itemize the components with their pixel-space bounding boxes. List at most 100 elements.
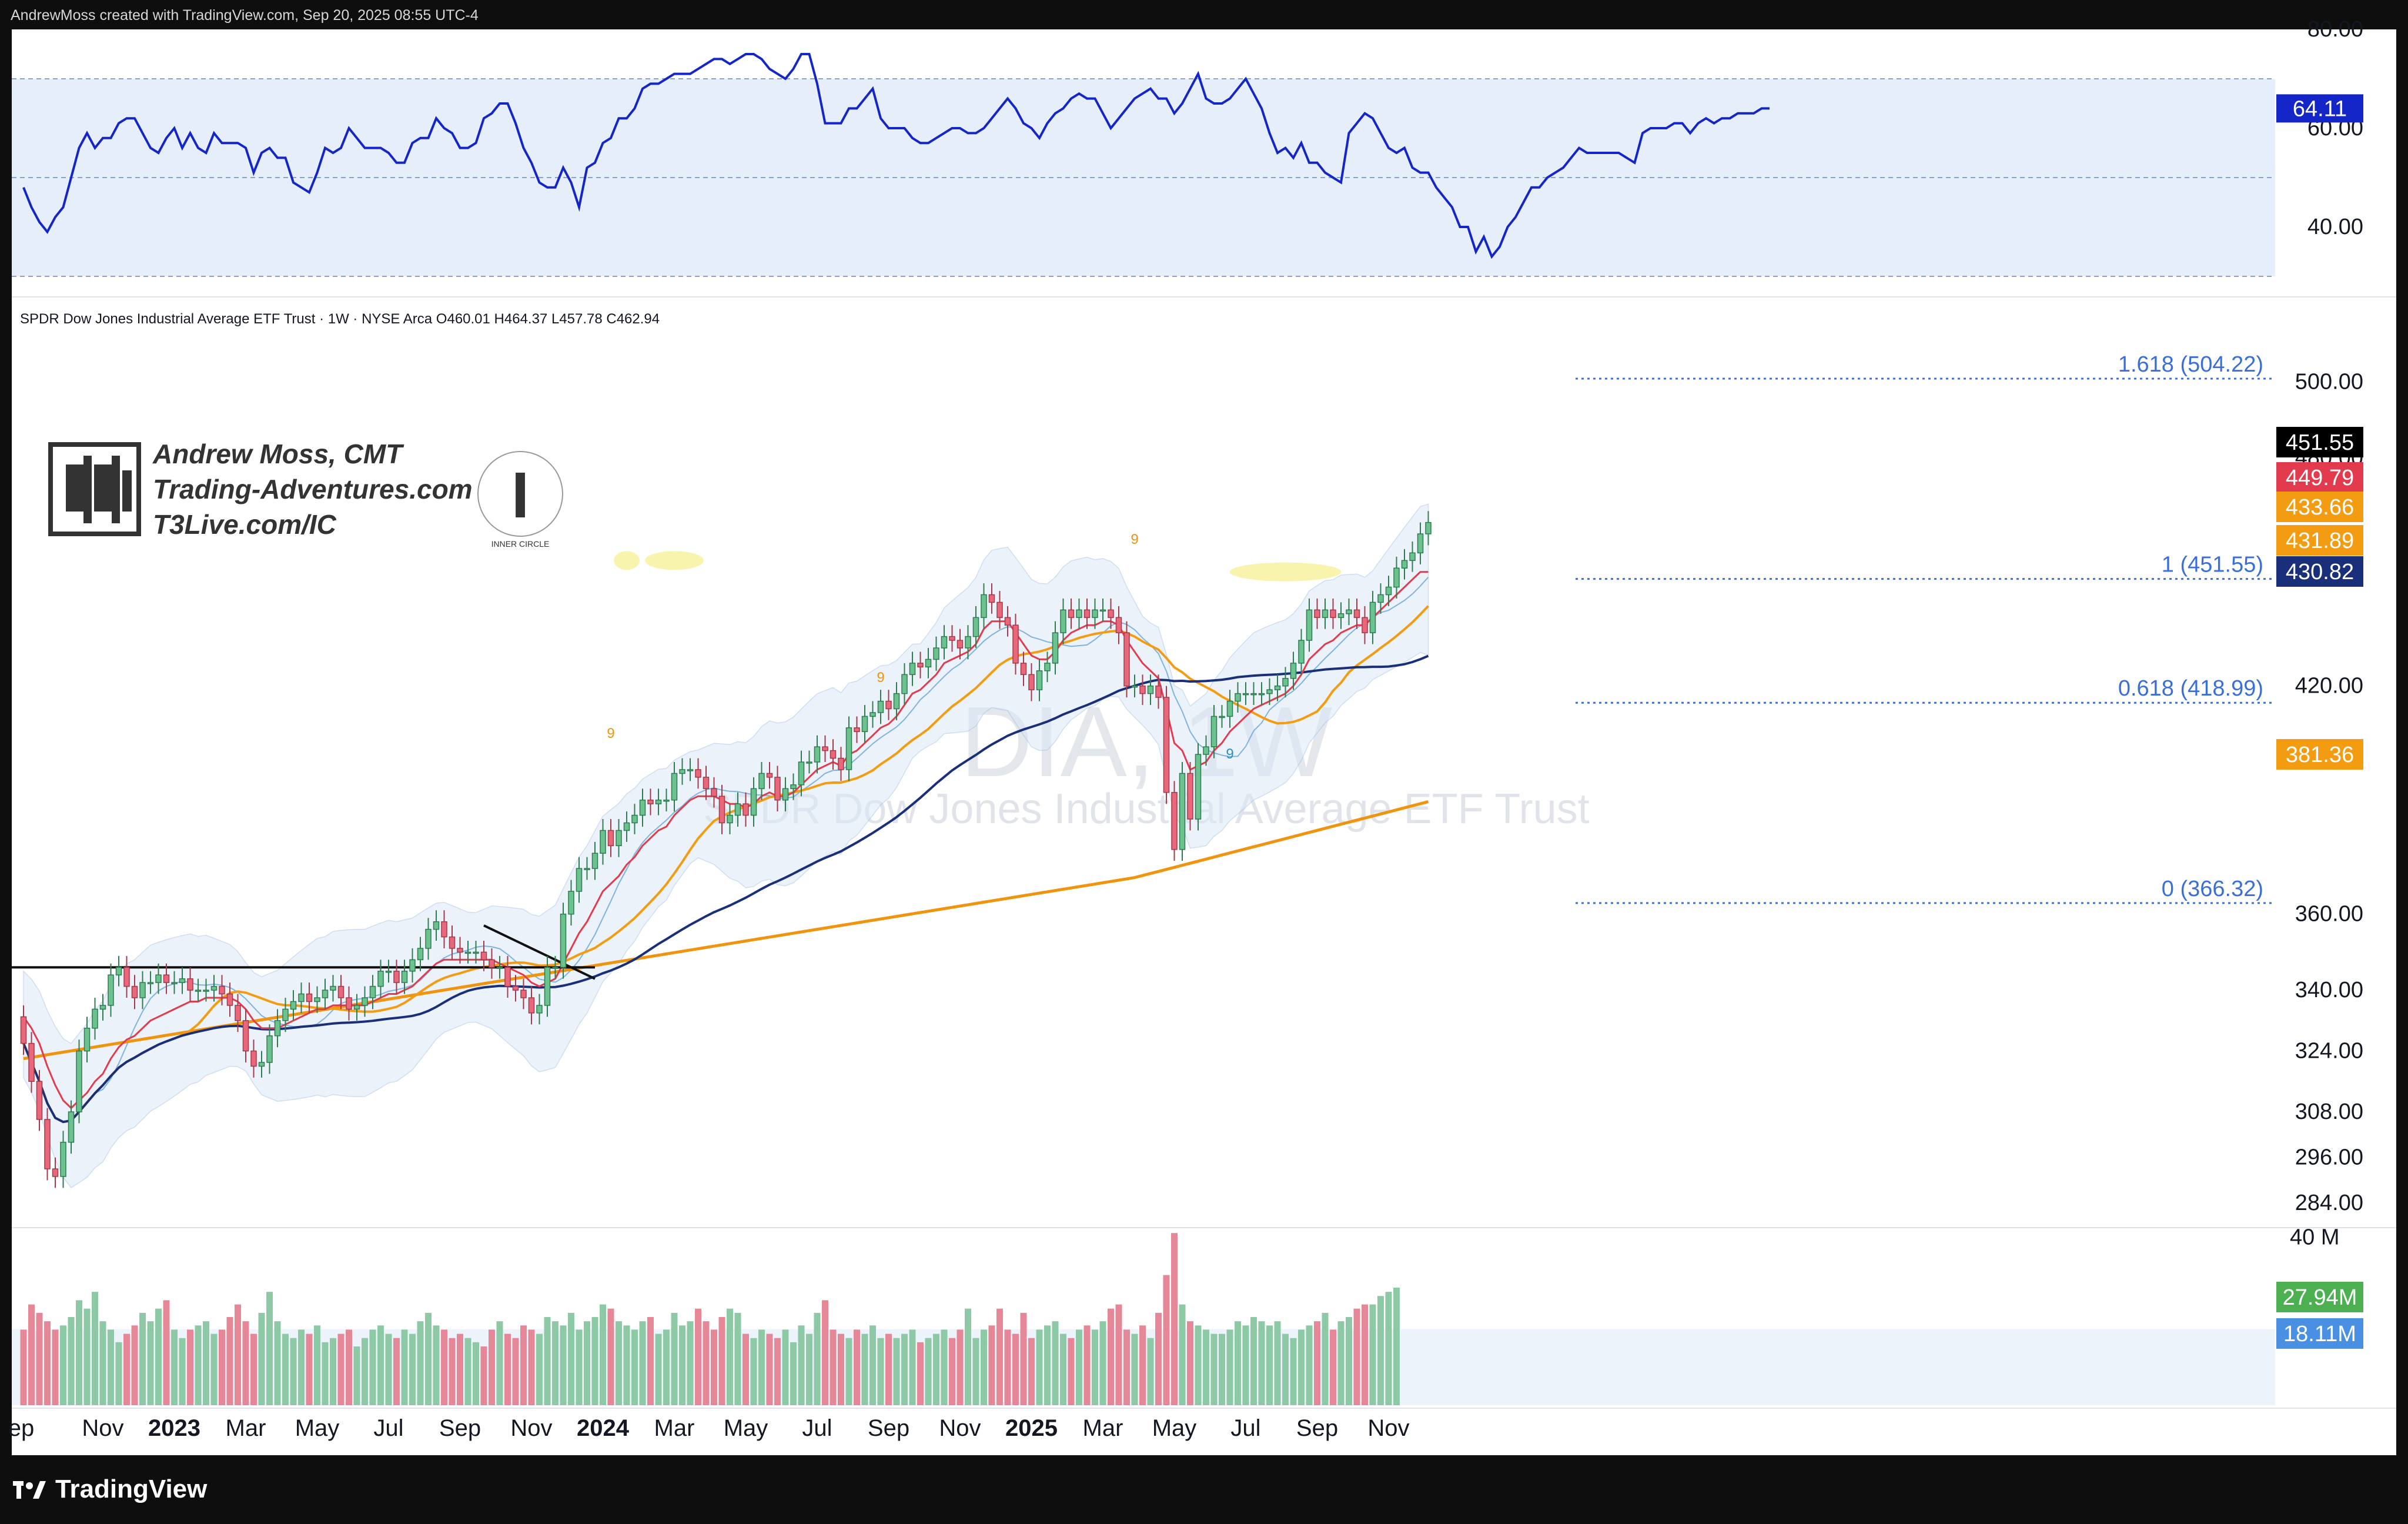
candle-body (1298, 640, 1305, 664)
x-tick-label: Sep (1296, 1415, 1338, 1441)
candle-body (155, 974, 162, 983)
candle-body (1147, 685, 1154, 694)
volume-bar (123, 1333, 130, 1405)
candle-body (1385, 586, 1392, 596)
candle (385, 960, 392, 983)
volume-bar (512, 1338, 519, 1405)
candle (607, 819, 614, 857)
candle (1210, 705, 1218, 758)
candle-body (750, 788, 757, 816)
candle-body (83, 1027, 91, 1052)
candle (210, 975, 218, 1002)
td-sequential-mark: 9 (877, 670, 884, 686)
candle (314, 986, 320, 1013)
volume-bar (480, 1346, 487, 1405)
seal-text: INNER CIRCLE (491, 539, 550, 549)
candle-body (845, 727, 852, 770)
candle-body (1139, 685, 1146, 694)
volume-bar (417, 1321, 424, 1405)
candle-body (433, 921, 440, 930)
volume-bar (346, 1329, 352, 1405)
candle (1290, 651, 1297, 690)
candle-body (441, 921, 447, 938)
candle (1274, 674, 1281, 701)
candle (917, 651, 924, 679)
candle (163, 963, 170, 994)
candle-body (1004, 617, 1011, 626)
candle-body (1362, 617, 1368, 633)
seal-letter: I (511, 459, 530, 532)
candle-body (679, 769, 685, 774)
candle (274, 1009, 281, 1048)
candle-body (1108, 609, 1114, 619)
candle (663, 788, 670, 812)
candle (988, 583, 995, 614)
candle (171, 971, 178, 994)
volume-bar (1115, 1304, 1122, 1405)
candle (552, 955, 558, 979)
volume-bar (1314, 1321, 1320, 1405)
candle-body (76, 1050, 82, 1112)
candle-body (1187, 773, 1193, 820)
candle-body (20, 1016, 27, 1044)
volume-bar (1028, 1338, 1035, 1405)
candle (1298, 629, 1305, 675)
volume-bar (1274, 1321, 1281, 1405)
candle (750, 777, 757, 827)
logo-bar (83, 456, 92, 523)
candle (92, 997, 98, 1040)
candle (1219, 705, 1225, 728)
candle-body (1330, 609, 1336, 619)
candle-body (877, 700, 884, 713)
volume-bar (1226, 1329, 1233, 1405)
candle-body (861, 716, 868, 733)
candle (885, 690, 892, 720)
candle (298, 982, 305, 1013)
volume-bar (1099, 1321, 1106, 1405)
volume-bar (909, 1329, 916, 1405)
volume-bar (830, 1329, 837, 1405)
volume-bar (806, 1333, 812, 1405)
candle-body (1425, 522, 1432, 534)
candle-body (68, 1111, 75, 1143)
candle-body (449, 936, 456, 949)
candle (1258, 682, 1265, 706)
candle (1409, 541, 1416, 572)
candle-body (28, 1042, 35, 1082)
candle (1083, 598, 1091, 629)
candle (949, 625, 955, 652)
candle (131, 975, 138, 1010)
volume-bar (718, 1317, 725, 1405)
candle-body (258, 1062, 265, 1067)
candle-body (1020, 663, 1027, 676)
price-tick-label: 296.00 (2295, 1145, 2363, 1170)
candle (1099, 598, 1106, 621)
volume-bar (266, 1292, 273, 1405)
candle (1076, 598, 1082, 629)
volume-bar (750, 1338, 757, 1405)
candle (933, 636, 939, 671)
candle (147, 971, 154, 994)
volume-bar (607, 1308, 614, 1405)
volume-bar (536, 1333, 543, 1405)
volume-avg-label: 18.11M (2283, 1322, 2356, 1346)
bollinger-band (23, 503, 1429, 1188)
candle (409, 948, 416, 983)
volume-bar (131, 1325, 138, 1405)
candle (1004, 606, 1011, 637)
volume-bar (996, 1308, 1003, 1405)
candle-body (274, 1020, 281, 1037)
x-tick-label: May (1152, 1415, 1197, 1441)
x-tick-label: Jul (802, 1415, 832, 1441)
candle (981, 583, 987, 629)
candle-body (163, 974, 170, 983)
candle (20, 1005, 27, 1055)
volume-bar (941, 1329, 948, 1405)
volume-bar (727, 1308, 733, 1405)
candle-body (1076, 609, 1082, 619)
volume-bar (1083, 1325, 1091, 1405)
candle-body (473, 951, 479, 954)
volume-bar (1195, 1325, 1202, 1405)
volume-bar (893, 1338, 900, 1405)
